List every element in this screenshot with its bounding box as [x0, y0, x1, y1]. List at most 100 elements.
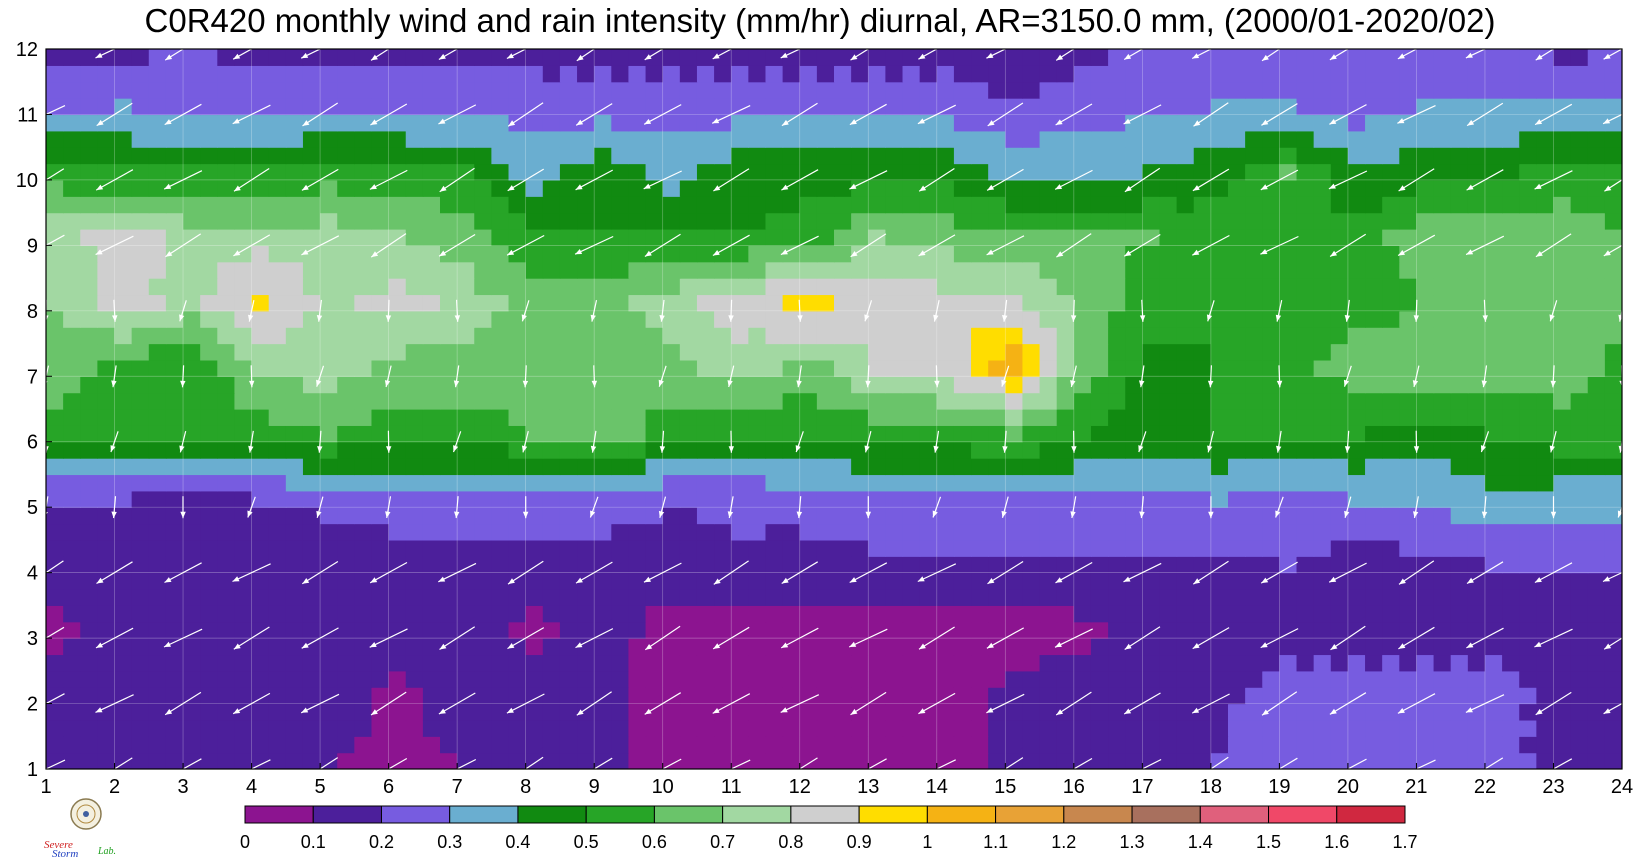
- heatmap-cell: [1605, 16, 1623, 33]
- heatmap-cell: [1536, 294, 1555, 312]
- heatmap-cell: [526, 0, 544, 1]
- heatmap-cell: [234, 556, 253, 574]
- heatmap-cell: [714, 539, 732, 557]
- heatmap-cell: [1484, 605, 1503, 623]
- heatmap-cell: [97, 310, 116, 328]
- heatmap-cell: [302, 327, 321, 345]
- heatmap-cell: [559, 654, 578, 672]
- heatmap-cell: [645, 621, 664, 639]
- heatmap-cell: [371, 245, 390, 263]
- heatmap-cell: [799, 736, 818, 754]
- heatmap-cell: [662, 245, 681, 263]
- heatmap-cell: [1536, 130, 1555, 148]
- wind-arrow-head: [249, 380, 255, 388]
- heatmap-cell: [1056, 359, 1075, 377]
- heatmap-cell: [525, 376, 544, 394]
- heatmap-cell: [628, 441, 647, 459]
- heatmap-cell: [1210, 130, 1229, 148]
- heatmap-cell: [1142, 703, 1161, 721]
- heatmap-cell: [542, 703, 561, 721]
- heatmap-cell: [1399, 605, 1418, 623]
- wind-arrow-shaft: [644, 692, 682, 715]
- heatmap-cell: [1347, 212, 1366, 230]
- heatmap-cell: [234, 736, 253, 754]
- heatmap-cell: [354, 261, 373, 279]
- heatmap-cell: [1056, 523, 1075, 541]
- heatmap-cell: [1193, 261, 1212, 279]
- wind-arrow-shaft: [370, 691, 407, 716]
- heatmap-cell: [1519, 278, 1537, 296]
- heatmap-cell: [457, 65, 475, 83]
- heatmap-cell: [577, 294, 595, 312]
- heatmap-cell: [474, 523, 492, 541]
- heatmap-cell: [1193, 327, 1212, 345]
- heatmap-cell: [731, 163, 749, 181]
- heatmap-cell: [1039, 310, 1058, 328]
- heatmap-cell: [1108, 458, 1126, 476]
- heatmap-cell: [337, 294, 355, 312]
- heatmap-cell: [285, 327, 304, 345]
- heatmap-cell: [1450, 294, 1469, 312]
- heatmap-cell: [165, 130, 184, 148]
- heatmap-cell: [525, 179, 544, 197]
- heatmap-cell: [748, 621, 767, 639]
- heatmap-cell: [628, 703, 647, 721]
- heatmap-cell: [63, 409, 81, 426]
- heatmap-cell: [696, 81, 715, 99]
- heatmap-cell: [1519, 589, 1537, 606]
- heatmap-cell: [902, 605, 921, 623]
- heatmap-cell: [765, 572, 784, 590]
- heatmap-cell: [1399, 147, 1418, 165]
- heatmap-cell: [679, 425, 698, 443]
- heatmap-cell: [1176, 376, 1195, 394]
- heatmap-cell: [936, 327, 955, 345]
- heatmap-cell: [577, 589, 595, 606]
- heatmap-cell: [320, 523, 338, 541]
- heatmap-cell: [1347, 490, 1366, 508]
- heatmap-cell: [1262, 196, 1280, 214]
- heatmap-cell: [628, 49, 647, 66]
- heatmap-cell: [1553, 539, 1572, 557]
- heatmap-cell: [1484, 359, 1503, 377]
- heatmap-cell: [988, 703, 1006, 721]
- heatmap-cell: [1039, 572, 1058, 590]
- heatmap-cell: [1570, 474, 1589, 492]
- heatmap-cell: [1365, 425, 1383, 443]
- heatmap-cell: [1587, 376, 1606, 394]
- wind-arrow-head: [302, 578, 310, 584]
- heatmap-cell: [302, 654, 321, 672]
- heatmap-cell: [131, 179, 150, 197]
- heatmap-cell: [234, 687, 253, 705]
- heatmap-cell: [422, 638, 441, 656]
- heatmap-cell: [1005, 638, 1024, 656]
- heatmap-cell: [611, 507, 630, 525]
- heatmap-cell: [1467, 81, 1486, 99]
- heatmap-cell: [611, 605, 630, 623]
- heatmap-cell: [63, 0, 81, 17]
- heatmap-cell: [816, 670, 835, 688]
- heatmap-cell: [1519, 245, 1537, 263]
- heatmap-cell: [1210, 163, 1229, 181]
- wind-arrow-head: [713, 578, 721, 585]
- heatmap-cell: [542, 572, 561, 590]
- heatmap-cell: [97, 474, 116, 492]
- heatmap-cell: [988, 490, 1006, 508]
- heatmap-cell: [1434, 0, 1452, 17]
- heatmap-cell: [183, 654, 201, 672]
- heatmap-cell: [834, 229, 852, 246]
- wind-arrow-head: [316, 379, 322, 387]
- heatmap-cell: [611, 556, 630, 574]
- heatmap-cell: [354, 245, 373, 263]
- heatmap-cell: [526, 16, 544, 33]
- heatmap-cell: [337, 359, 355, 377]
- heatmap-cell: [611, 425, 630, 443]
- heatmap-cell: [1090, 638, 1109, 656]
- heatmap-cell: [782, 638, 801, 656]
- heatmap-cell: [422, 392, 441, 410]
- heatmap-cell: [320, 196, 338, 214]
- heatmap-cell: [200, 409, 218, 426]
- heatmap-cell: [217, 229, 236, 246]
- heatmap-cell: [1176, 245, 1195, 263]
- heatmap-cell: [731, 638, 749, 656]
- heatmap-cell: [422, 229, 441, 246]
